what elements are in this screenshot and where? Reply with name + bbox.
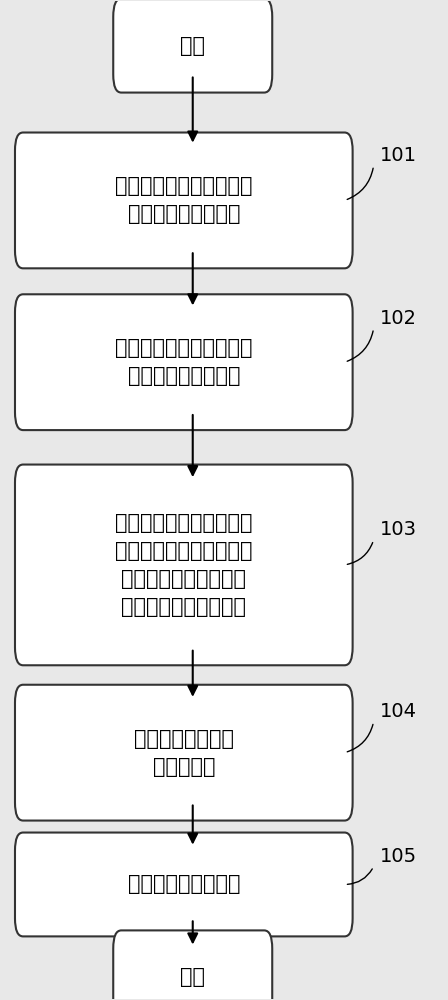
- FancyArrowPatch shape: [347, 724, 373, 752]
- Text: 结束: 结束: [180, 967, 205, 987]
- Text: 102: 102: [380, 309, 418, 328]
- FancyArrowPatch shape: [347, 168, 373, 199]
- FancyBboxPatch shape: [113, 930, 272, 1000]
- FancyBboxPatch shape: [15, 833, 353, 936]
- Text: 定位硅片或电池片，由掩
膜处理限定运算区域: 定位硅片或电池片，由掩 膜处理限定运算区域: [115, 338, 253, 386]
- FancyBboxPatch shape: [15, 294, 353, 430]
- FancyArrowPatch shape: [347, 331, 373, 361]
- Text: 对层叠的硅片或电池片的
侧面图像进行预处理: 对层叠的硅片或电池片的 侧面图像进行预处理: [115, 176, 253, 224]
- Text: 差分统计计数与定位: 差分统计计数与定位: [128, 874, 240, 894]
- FancyBboxPatch shape: [15, 133, 353, 268]
- FancyArrowPatch shape: [347, 543, 373, 564]
- FancyArrowPatch shape: [347, 869, 372, 884]
- Text: 101: 101: [380, 146, 418, 165]
- FancyBboxPatch shape: [15, 465, 353, 665]
- Text: 103: 103: [380, 520, 418, 539]
- Text: 开始: 开始: [180, 36, 205, 56]
- Text: 将图像复制，分别进行不
同阈值处理，以对两幅结
果图像进行逻辑或运算
的方式进行去噪二值化: 将图像复制，分别进行不 同阈值处理，以对两幅结 果图像进行逻辑或运算 的方式进行…: [115, 513, 253, 617]
- Text: 104: 104: [380, 702, 418, 721]
- Text: 105: 105: [380, 847, 418, 866]
- Text: 对所得二值化图像
进行后处理: 对所得二值化图像 进行后处理: [134, 729, 234, 777]
- FancyBboxPatch shape: [15, 685, 353, 821]
- FancyBboxPatch shape: [113, 0, 272, 93]
